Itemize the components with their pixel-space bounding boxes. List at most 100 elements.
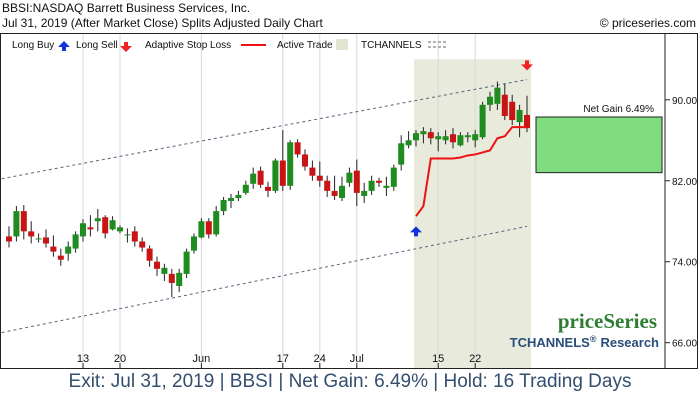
candle [80,219,86,242]
legend-adaptive-stop-label: Adaptive Stop Loss [145,40,231,51]
candle [442,130,449,145]
candle-body [213,211,220,235]
legend-active-trade-label: Active Trade [277,40,333,51]
candle-body [265,186,271,191]
candle-body [294,142,301,155]
candle [420,127,427,144]
x-tick-label: Jul [350,353,364,365]
candle-body [50,246,57,252]
candle [509,94,516,126]
candle-body [20,211,27,232]
buy-arrow-icon [58,41,70,51]
candle [161,263,168,281]
candle-body [250,173,257,184]
candle [183,248,190,278]
tchannels-research-logo: TCHANNELS® Research [510,334,659,350]
candle [109,216,116,231]
y-tick-label: 74.00 [672,258,697,269]
candle-body [257,170,264,185]
candle [450,128,456,149]
candle-body [361,190,368,196]
candle-body [487,96,493,105]
candle-body [57,255,64,260]
candle [139,237,146,252]
candle [72,231,79,253]
candle-body [316,175,323,181]
candle [435,132,442,152]
candle-body [220,199,227,212]
candle-body [13,211,20,237]
candle-body [398,143,405,165]
candle-body [420,131,427,135]
candle [339,176,345,201]
candle-body [35,238,42,240]
candle [176,268,183,293]
candle-body [516,109,523,123]
candle-body [139,241,146,248]
y-tick-label: 66.00 [672,339,697,350]
candle [102,215,109,239]
candle [50,235,57,257]
x-tick-label: 13 [77,353,89,365]
candle [20,205,27,240]
candle-body [479,104,486,138]
candle [250,167,257,189]
candle [479,101,486,140]
candle [302,149,308,171]
candle-body [302,154,308,167]
candle [309,160,316,181]
candle [346,167,353,187]
candle [383,176,390,196]
candle-body [376,180,382,183]
candle-body [168,273,175,283]
candle-body [450,134,456,143]
legend-long-sell-label: Long Sell [76,40,118,51]
channel-upper-line [1,79,528,180]
candle-body [87,227,94,230]
copyright-text: © priceseries.com [599,16,696,30]
candle-body [43,237,49,244]
candle-body [183,251,190,274]
candle [65,241,72,261]
x-tick-label: Jun [193,353,211,365]
candle-body [472,134,479,141]
candle [6,226,12,248]
candle [287,140,294,190]
candle [516,104,523,138]
candle-body [205,221,212,235]
candle-body [235,194,242,198]
candle [472,130,479,148]
candle [198,218,205,239]
candle [220,196,227,216]
candle [279,130,286,191]
candle [124,228,131,243]
candle [457,132,464,147]
candle-body [146,248,153,261]
candle-body [309,167,316,176]
net-gain-label: Net Gain 6.49% [583,104,654,115]
candle [131,226,138,247]
candle-body [457,135,464,146]
chart-title: BBSI:NASDAQ Barrett Business Services, I… [2,1,251,15]
candle [413,130,419,147]
candle-body [117,227,123,232]
candle [257,166,264,188]
candle-body [102,217,109,234]
candle [94,209,101,232]
candle [464,132,471,143]
candle-body [427,132,434,139]
candle-body [176,272,183,287]
plot-frame [0,33,698,369]
candle [13,206,20,242]
tchannels-brand: TCHANNELS [510,335,590,350]
net-gain-box: Net Gain 6.49% [535,104,663,174]
candle-body [72,234,79,249]
active-trade-swatch-icon [336,39,348,50]
candle [43,229,49,248]
candle [28,221,35,244]
candle-body [6,236,12,242]
candle-body [131,231,138,242]
x-tick-label: 20 [114,353,126,365]
